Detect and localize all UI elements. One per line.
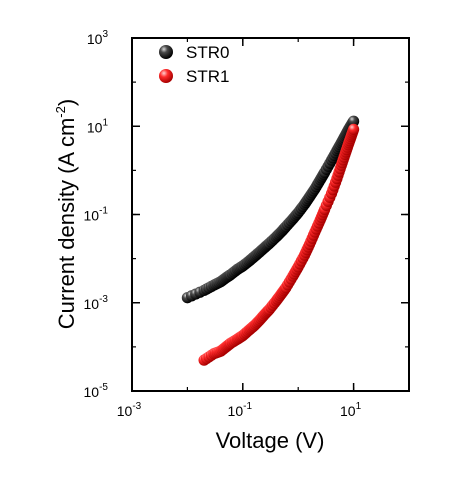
data-point-str1 xyxy=(348,123,360,135)
plot-frame xyxy=(131,37,410,392)
x-tick-label-base: 10 xyxy=(228,403,244,419)
legend-label-str1: STR1 xyxy=(186,67,229,86)
y-tick-label: 101 xyxy=(87,117,109,135)
y-tick-label-base: 10 xyxy=(84,208,100,224)
x-tick-label-exp: -3 xyxy=(132,401,141,412)
y-tick-label-base: 10 xyxy=(87,31,103,47)
y-tick-label-base: 10 xyxy=(84,384,100,400)
legend-label-str0: STR0 xyxy=(186,43,229,62)
data-point-str0 xyxy=(348,115,360,127)
x-axis-title: Voltage (V) xyxy=(216,428,325,453)
y-axis-title: Current density (A cm-2) xyxy=(53,99,79,329)
y-axis-title-suffix: ) xyxy=(54,99,79,106)
y-tick-label-base: 10 xyxy=(84,296,100,312)
y-tick-label-exp: 1 xyxy=(102,117,108,128)
y-tick-label-exp: -5 xyxy=(99,382,108,393)
y-tick-label: 10-5 xyxy=(84,382,109,400)
x-tick-label-exp: -1 xyxy=(243,401,252,412)
y-axis-title-main: Current density (A cm xyxy=(54,118,79,330)
legend: STR0 STR1 xyxy=(159,43,229,86)
x-tick-label: 10-3 xyxy=(117,401,142,419)
y-tick-label: 10-3 xyxy=(84,294,109,312)
y-tick-label: 10-1 xyxy=(84,206,109,224)
y-tick-label-exp: 3 xyxy=(102,29,108,40)
x-tick-label-base: 10 xyxy=(117,403,133,419)
x-tick-label-exp: 1 xyxy=(356,401,362,412)
y-tick-label-exp: -3 xyxy=(99,294,108,305)
x-tick-label: 10-1 xyxy=(228,401,253,419)
x-tick-label: 101 xyxy=(340,401,362,419)
data-points xyxy=(181,115,360,366)
legend-marker-str0 xyxy=(159,45,173,59)
x-tick-label-base: 10 xyxy=(340,403,356,419)
y-tick-label-exp: -1 xyxy=(99,206,108,217)
y-tick-label: 103 xyxy=(87,29,109,47)
y-axis-title-superscript: -2 xyxy=(53,106,68,118)
legend-marker-str1 xyxy=(159,69,173,83)
y-tick-label-base: 10 xyxy=(87,119,103,135)
